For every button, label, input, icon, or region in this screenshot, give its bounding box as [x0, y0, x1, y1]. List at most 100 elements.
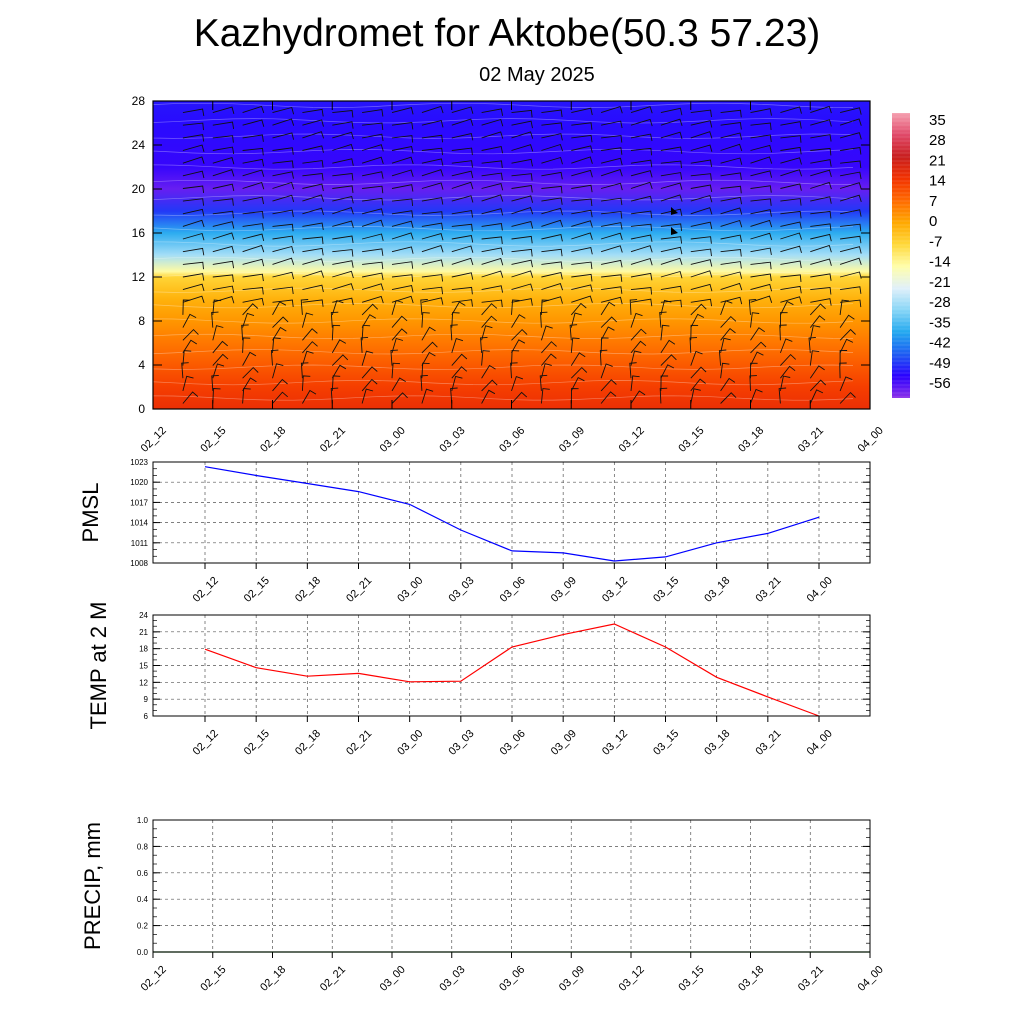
wind-barb — [451, 375, 463, 392]
x-tick-label: 03_18 — [702, 575, 732, 605]
wind-barb — [720, 121, 742, 130]
wind-barb — [839, 314, 855, 328]
wind-barb — [660, 285, 683, 294]
wind-barb — [750, 295, 773, 303]
colorbar-label: -14 — [929, 254, 951, 271]
wind-barb — [571, 198, 593, 207]
x-tick-label: 03_03 — [446, 728, 476, 758]
contour-line — [152, 102, 854, 108]
wind-barb — [331, 324, 341, 341]
wind-barb — [272, 171, 294, 179]
wind-barb — [212, 388, 221, 404]
contour-line — [152, 380, 854, 386]
x-tick-label: 02_18 — [293, 575, 323, 605]
wind-barb — [481, 160, 503, 168]
wind-barb — [690, 159, 713, 167]
wind-barb — [570, 366, 588, 379]
wind-barb — [720, 207, 743, 215]
x-tick-label: 03_06 — [497, 425, 527, 455]
wind-barb — [481, 389, 496, 404]
wind-barb — [272, 286, 294, 295]
wind-barb — [810, 105, 832, 114]
wind-barb — [212, 325, 224, 341]
wind-barbs — [181, 105, 862, 404]
wind-barb — [182, 185, 205, 193]
wind-barb — [451, 353, 468, 366]
wind-barb — [630, 159, 653, 168]
x-tick-label: 02_12 — [139, 425, 169, 455]
y-tick-label: 1014 — [130, 519, 148, 528]
wind-barb — [481, 379, 498, 392]
x-tick-label: 02_18 — [258, 425, 288, 455]
wind-barb — [332, 260, 354, 268]
wind-barb — [779, 312, 788, 328]
wind-barb — [391, 156, 414, 165]
wind-barb — [421, 326, 436, 341]
wind-barb — [511, 391, 528, 404]
wind-barb — [242, 258, 265, 267]
wind-barb — [690, 378, 706, 392]
x-tick-label: 04_00 — [856, 425, 886, 455]
wind-barb — [361, 219, 384, 228]
wind-barb — [420, 299, 428, 315]
wind-barb — [182, 208, 205, 217]
wind-barb — [660, 182, 683, 190]
wind-barb — [421, 388, 434, 404]
wind-barb — [182, 313, 197, 328]
wind-barb — [242, 119, 265, 127]
wind-barb — [451, 160, 473, 168]
wind-barb — [571, 122, 593, 130]
wind-barb — [302, 119, 324, 127]
y-tick-label: 9 — [144, 695, 149, 704]
contour-line — [152, 395, 854, 401]
wind-barb — [391, 169, 414, 177]
wind-barb — [660, 131, 683, 140]
wind-barb — [391, 328, 408, 341]
wind-barb — [810, 134, 832, 142]
wind-barb — [272, 118, 295, 126]
x-tick-label: 02_15 — [242, 728, 272, 758]
wind-barb — [481, 285, 504, 293]
wind-barb — [750, 312, 760, 328]
wind-barb — [571, 220, 593, 228]
wind-barb — [810, 258, 832, 266]
wind-barb — [840, 209, 862, 217]
wind-barb — [750, 209, 772, 217]
wind-barb — [481, 257, 504, 266]
wind-barb — [540, 311, 548, 328]
wind-barb — [361, 156, 384, 165]
wind-barb — [690, 350, 703, 366]
wind-barb — [630, 340, 647, 354]
wind-barb — [511, 120, 533, 129]
y-tick-label: 0.8 — [137, 842, 149, 851]
wind-barb — [571, 169, 593, 178]
wind-barb — [302, 299, 324, 307]
wind-barb — [601, 120, 623, 129]
x-tick-label: 02_12 — [139, 964, 169, 994]
wind-barb — [660, 339, 676, 354]
wind-barb — [391, 392, 408, 404]
wind-barb — [361, 144, 384, 152]
wind-barb — [451, 195, 474, 203]
wind-barb — [302, 328, 318, 341]
wind-barb — [391, 337, 404, 354]
wind-barb — [601, 197, 623, 206]
wind-barb — [660, 194, 683, 202]
wind-barb — [481, 303, 498, 316]
wind-barb — [600, 245, 623, 253]
wind-barb — [182, 299, 191, 315]
wind-barb — [331, 300, 344, 316]
wind-barb — [541, 197, 563, 205]
x-tick-label: 03_12 — [617, 425, 647, 455]
wind-barb — [690, 324, 699, 341]
wind-barb — [511, 270, 534, 278]
wind-barb — [212, 245, 235, 254]
wind-barb — [541, 233, 563, 242]
wind-barb — [331, 339, 347, 354]
wind-barb — [212, 198, 234, 206]
wind-barb — [601, 211, 623, 219]
wind-barb — [660, 246, 683, 255]
wind-barb — [361, 295, 384, 304]
wind-barb — [242, 196, 265, 205]
